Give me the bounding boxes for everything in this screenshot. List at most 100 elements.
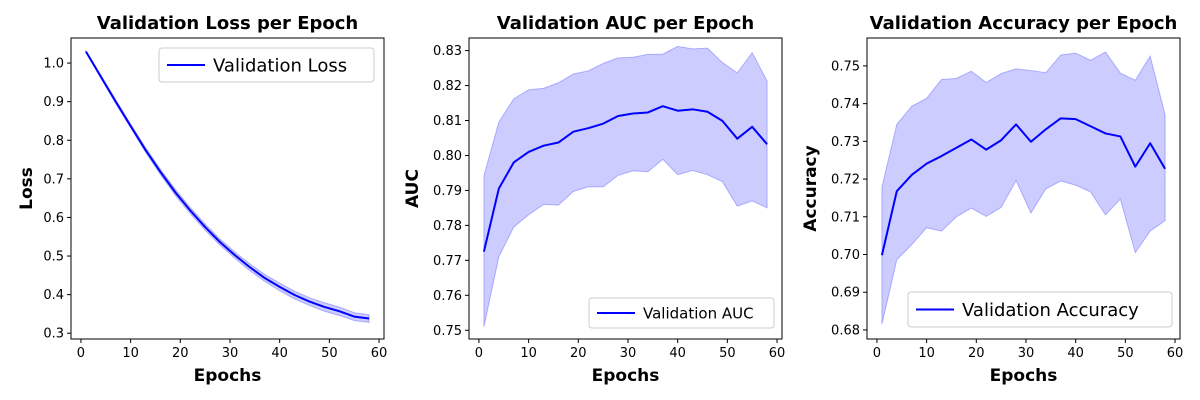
chart-2-axes-frame (468, 37, 783, 340)
chart-2-point (573, 131, 575, 133)
chart-1-point (294, 294, 296, 296)
chart-3-point (985, 149, 987, 151)
chart-2: Validation AUC per Epoch 0 10 20 30 40 50 60 0.7… (403, 13, 785, 386)
chart-3-point (956, 147, 958, 149)
chart-2-x-tick-label: 30 (620, 346, 637, 361)
chart-2-point (751, 126, 753, 128)
chart-1-point (338, 310, 340, 312)
chart-3-point (941, 155, 943, 157)
chart-2-y-tick-label: 0.77 (433, 254, 462, 269)
chart-1-x-tick-label: 30 (222, 346, 239, 361)
chart-1-point (324, 306, 326, 308)
chart-2-point (707, 111, 709, 113)
chart-2-point (513, 162, 515, 164)
chart-2-point (558, 142, 560, 144)
chart-3-point (896, 190, 898, 192)
chart-2-series-line (482, 105, 768, 252)
chart-1-series-line (85, 50, 370, 320)
chart-3-point (1015, 124, 1017, 126)
chart-3-point (1134, 166, 1136, 168)
chart-3-x-tick-label: 40 (1067, 346, 1084, 361)
chart-1-point (368, 318, 370, 320)
chart-3-x-axis-label: Epochs (990, 366, 1058, 386)
chart-2-y-tick-label: 0.82 (433, 79, 462, 94)
chart-1-point (309, 301, 311, 303)
chart-2-y-tick-label: 0.79 (433, 184, 462, 199)
chart-1-point (130, 125, 132, 127)
chart-2-point (647, 112, 649, 114)
chart-3-y-tick-label: 0.72 (831, 173, 860, 188)
chart-2-x-axis-label: Epochs (592, 366, 660, 386)
chart-1-point (234, 254, 236, 256)
chart-3-x-tick-label: 30 (1018, 346, 1035, 361)
chart-3-point (1045, 128, 1047, 130)
chart-1-x-tick-label: 60 (371, 346, 388, 361)
chart-3-point (1105, 133, 1107, 135)
chart-2-point (662, 105, 664, 107)
chart-2-point (528, 151, 530, 153)
chart-3-legend-box (907, 291, 1173, 328)
chart-1-y-axis-label: Loss (17, 167, 37, 210)
chart-1-y-tick-label: 0.7 (43, 172, 64, 187)
chart-1-point (204, 226, 206, 228)
chart-2-x-tick-label: 0 (475, 346, 483, 361)
chart-1-legend: Validation Loss (158, 47, 375, 83)
chart-3-x-tick-label: 60 (1167, 346, 1184, 361)
chart-1-y-tick-label: 0.8 (43, 134, 64, 149)
chart-2-x-tick-label: 20 (570, 346, 587, 361)
chart-2-point (498, 188, 500, 190)
chart-2-point (483, 251, 485, 253)
chart-1-point (160, 171, 162, 173)
chart-1-x-axis-label: Epochs (194, 366, 262, 386)
chart-3-x-tick-label: 50 (1117, 346, 1134, 361)
chart-3-y-tick-label: 0.69 (831, 286, 860, 301)
chart-1-x-tick-label: 0 (77, 346, 85, 361)
chart-3-axes-frame (866, 37, 1181, 340)
chart-3-point (881, 254, 883, 256)
chart-2-point (722, 120, 724, 122)
chart-1-point (279, 286, 281, 288)
chart-3-point (911, 174, 913, 176)
chart-3-point (1090, 125, 1092, 127)
chart-1-legend-label: Validation Loss (213, 56, 347, 77)
chart-3-legend: Validation Accuracy (907, 291, 1173, 328)
chart-3-point (1030, 141, 1032, 143)
chart-1-x-tick-label: 40 (271, 346, 288, 361)
chart-2-y-tick-label: 0.80 (433, 149, 462, 164)
chart-3-x-tick-label: 20 (968, 346, 985, 361)
chart-1-y-tick-label: 0.5 (43, 250, 64, 265)
chart-3-point (926, 163, 928, 165)
chart-3-x-tick-label: 10 (918, 346, 935, 361)
chart-1-legend-box (158, 47, 375, 83)
chart-3-point (1075, 118, 1077, 120)
chart-1-point (249, 266, 251, 268)
chart-3-y-tick-label: 0.70 (831, 248, 860, 263)
chart-2-legend: Validation AUC (588, 297, 775, 329)
chart-2-y-tick-label: 0.76 (433, 289, 462, 304)
chart-2-point (677, 110, 679, 112)
chart-2-x-tick-label: 60 (769, 346, 786, 361)
chart-1-y-tick-label: 0.3 (43, 327, 64, 342)
chart-1-confidence-band (85, 48, 370, 323)
chart-3-point (1000, 139, 1002, 141)
chart-1-y-tick-label: 1.0 (43, 57, 64, 72)
chart-1-point (219, 241, 221, 243)
chart-1-point (115, 101, 117, 103)
chart-3-point (1164, 168, 1166, 170)
chart-1-point (85, 51, 87, 53)
chart-1-x-tick-label: 20 (172, 346, 189, 361)
chart-2-legend-box (588, 297, 775, 329)
chart-2-y-tick-label: 0.83 (433, 44, 462, 59)
chart-3-y-tick-label: 0.75 (831, 59, 860, 74)
chart-3-legend-label: Validation Accuracy (962, 300, 1139, 321)
chart-3-point (1149, 142, 1151, 144)
chart-1: Validation Loss per Epoch 0 10 20 30 40 50 60 0.… (17, 13, 387, 386)
chart-3-y-tick-label: 0.68 (831, 323, 860, 338)
chart-1-point (145, 149, 147, 151)
chart-3-series-line (880, 117, 1166, 256)
chart-1-point (100, 76, 102, 78)
chart-2-point (692, 109, 694, 111)
chart-3-y-tick-label: 0.71 (831, 210, 860, 225)
chart-2-legend-label: Validation AUC (643, 305, 754, 323)
